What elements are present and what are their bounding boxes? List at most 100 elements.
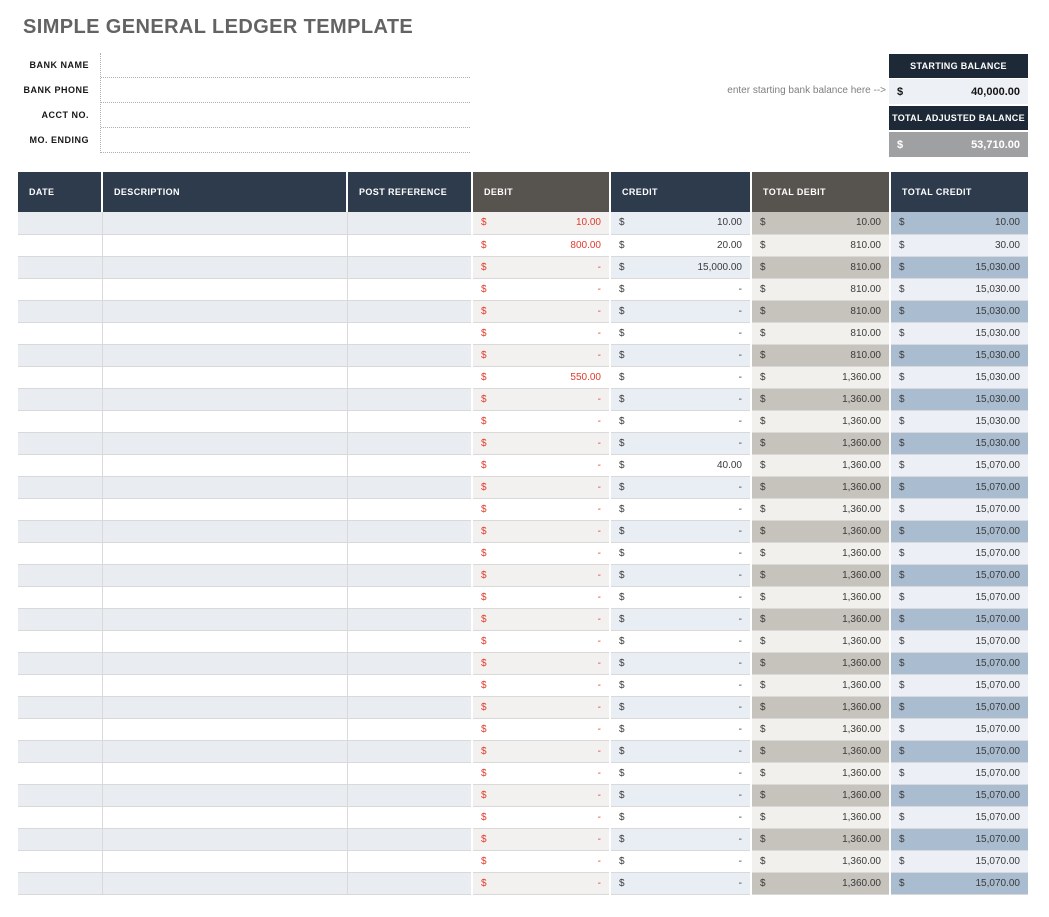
cell-debit[interactable]: $ -: [471, 520, 610, 543]
cell-description[interactable]: [101, 454, 347, 477]
cell-post-reference[interactable]: [346, 828, 472, 851]
mo-ending-field[interactable]: [101, 128, 470, 153]
bank-phone-field[interactable]: [101, 78, 470, 103]
cell-date[interactable]: [18, 410, 102, 433]
starting-balance-cell[interactable]: $ 40,000.00: [889, 79, 1028, 104]
cell-debit[interactable]: $ -: [471, 850, 610, 873]
cell-post-reference[interactable]: [346, 564, 472, 587]
cell-description[interactable]: [101, 608, 347, 631]
cell-post-reference[interactable]: [346, 388, 472, 411]
cell-date[interactable]: [18, 432, 102, 455]
cell-description[interactable]: [101, 740, 347, 763]
cell-post-reference[interactable]: [346, 520, 472, 543]
cell-description[interactable]: [101, 542, 347, 565]
cell-credit[interactable]: $40.00: [609, 454, 751, 477]
cell-credit[interactable]: $ -: [609, 520, 751, 543]
cell-date[interactable]: [18, 718, 102, 741]
cell-description[interactable]: [101, 564, 347, 587]
cell-date[interactable]: [18, 388, 102, 411]
cell-post-reference[interactable]: [346, 652, 472, 675]
bank-name-field[interactable]: [101, 53, 470, 78]
cell-post-reference[interactable]: [346, 212, 472, 235]
cell-credit[interactable]: $ -: [609, 278, 751, 301]
cell-post-reference[interactable]: [346, 872, 472, 895]
cell-post-reference[interactable]: [346, 410, 472, 433]
cell-post-reference[interactable]: [346, 740, 472, 763]
cell-credit[interactable]: $10.00: [609, 212, 751, 235]
cell-credit[interactable]: $ -: [609, 476, 751, 499]
cell-post-reference[interactable]: [346, 234, 472, 257]
cell-description[interactable]: [101, 432, 347, 455]
cell-post-reference[interactable]: [346, 366, 472, 389]
cell-post-reference[interactable]: [346, 630, 472, 653]
cell-credit[interactable]: $20.00: [609, 234, 751, 257]
cell-post-reference[interactable]: [346, 498, 472, 521]
cell-credit[interactable]: $ -: [609, 388, 751, 411]
cell-date[interactable]: [18, 454, 102, 477]
cell-credit[interactable]: $ -: [609, 366, 751, 389]
cell-debit[interactable]: $ -: [471, 630, 610, 653]
cell-date[interactable]: [18, 696, 102, 719]
cell-credit[interactable]: $ -: [609, 872, 751, 895]
cell-debit[interactable]: $ -: [471, 762, 610, 785]
cell-date[interactable]: [18, 212, 102, 235]
cell-description[interactable]: [101, 234, 347, 257]
cell-description[interactable]: [101, 762, 347, 785]
cell-date[interactable]: [18, 872, 102, 895]
cell-date[interactable]: [18, 234, 102, 257]
cell-post-reference[interactable]: [346, 542, 472, 565]
cell-credit[interactable]: $ -: [609, 322, 751, 345]
cell-post-reference[interactable]: [346, 454, 472, 477]
cell-credit[interactable]: $ -: [609, 586, 751, 609]
cell-debit[interactable]: $ -: [471, 674, 610, 697]
cell-description[interactable]: [101, 388, 347, 411]
cell-post-reference[interactable]: [346, 322, 472, 345]
cell-date[interactable]: [18, 784, 102, 807]
cell-debit[interactable]: $ -: [471, 300, 610, 323]
cell-description[interactable]: [101, 630, 347, 653]
cell-date[interactable]: [18, 322, 102, 345]
cell-post-reference[interactable]: [346, 674, 472, 697]
cell-post-reference[interactable]: [346, 762, 472, 785]
cell-debit[interactable]: $ -: [471, 410, 610, 433]
cell-credit[interactable]: $ -: [609, 432, 751, 455]
cell-post-reference[interactable]: [346, 806, 472, 829]
cell-post-reference[interactable]: [346, 696, 472, 719]
cell-post-reference[interactable]: [346, 718, 472, 741]
cell-post-reference[interactable]: [346, 432, 472, 455]
cell-description[interactable]: [101, 476, 347, 499]
cell-date[interactable]: [18, 344, 102, 367]
cell-credit[interactable]: $ -: [609, 652, 751, 675]
cell-date[interactable]: [18, 476, 102, 499]
cell-description[interactable]: [101, 212, 347, 235]
cell-description[interactable]: [101, 278, 347, 301]
cell-date[interactable]: [18, 630, 102, 653]
cell-debit[interactable]: $ -: [471, 784, 610, 807]
cell-date[interactable]: [18, 586, 102, 609]
cell-debit[interactable]: $ -: [471, 872, 610, 895]
cell-description[interactable]: [101, 872, 347, 895]
cell-post-reference[interactable]: [346, 850, 472, 873]
cell-description[interactable]: [101, 718, 347, 741]
cell-credit[interactable]: $ -: [609, 564, 751, 587]
cell-credit[interactable]: $ -: [609, 300, 751, 323]
cell-debit[interactable]: $ -: [471, 388, 610, 411]
cell-credit[interactable]: $ -: [609, 344, 751, 367]
cell-date[interactable]: [18, 806, 102, 829]
cell-description[interactable]: [101, 784, 347, 807]
cell-debit[interactable]: $ -: [471, 564, 610, 587]
cell-debit[interactable]: $ -: [471, 454, 610, 477]
cell-credit[interactable]: $ -: [609, 410, 751, 433]
cell-debit[interactable]: $ -: [471, 608, 610, 631]
cell-credit[interactable]: $ -: [609, 740, 751, 763]
cell-credit[interactable]: $ -: [609, 674, 751, 697]
cell-date[interactable]: [18, 542, 102, 565]
cell-debit[interactable]: $ -: [471, 652, 610, 675]
cell-debit[interactable]: $ -: [471, 740, 610, 763]
cell-date[interactable]: [18, 564, 102, 587]
cell-description[interactable]: [101, 256, 347, 279]
cell-date[interactable]: [18, 652, 102, 675]
cell-date[interactable]: [18, 256, 102, 279]
cell-date[interactable]: [18, 828, 102, 851]
cell-post-reference[interactable]: [346, 278, 472, 301]
